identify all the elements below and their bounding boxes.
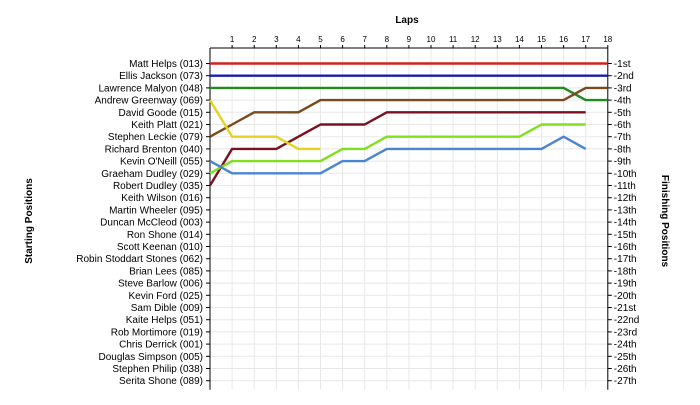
starting-position-label: Stephen Philip (038) (112, 364, 203, 375)
finishing-position-label: -19th (614, 279, 637, 290)
starting-position-label: Robert Dudley (035) (113, 181, 203, 192)
y-axis-title-left: Starting Positions (24, 178, 35, 264)
starting-position-label: Kaite Helps (051) (126, 315, 203, 326)
finishing-position-label: -17th (614, 254, 637, 265)
finishing-position-label: -14th (614, 218, 637, 229)
driver-position-line (210, 86, 608, 102)
starting-position-label: Kevin Ford (025) (129, 291, 203, 302)
driver-series-lines (208, 62, 608, 187)
starting-position-label: Keith Platt (021) (131, 120, 203, 131)
finishing-position-label: -11th (614, 181, 636, 192)
finishing-position-label: -1st (614, 59, 631, 70)
lap-tick-label: 12 (471, 35, 480, 44)
finishing-position-label: -22nd (614, 315, 640, 326)
finishing-position-label: -25th (614, 352, 637, 363)
lap-tick-label: 6 (340, 35, 345, 44)
finishing-position-label: -15th (614, 230, 637, 241)
starting-position-label: Douglas Simpson (005) (99, 352, 204, 363)
starting-position-label: Robin Stoddart Stones (062) (76, 254, 203, 265)
lap-tick-label: 13 (493, 35, 502, 44)
lap-tick-label: 2 (252, 35, 257, 44)
lap-tick-label: 15 (537, 35, 546, 44)
starting-position-label: Serita Shone (089) (119, 376, 203, 387)
starting-position-label: Keith Wilson (016) (121, 193, 203, 204)
starting-position-label: Scott Keenan (010) (117, 242, 203, 253)
y-axis-title-right: Finishing Positions (659, 175, 670, 268)
finishing-position-label: -20th (614, 291, 637, 302)
finishing-position-label: -16th (614, 242, 637, 253)
finishing-position-label: -9th (614, 157, 631, 168)
finishing-position-label: -24th (614, 340, 637, 351)
finishing-position-label: -18th (614, 266, 637, 277)
lap-tick-label: 8 (385, 35, 390, 44)
driver-position-line (209, 135, 587, 175)
driver-position-line (209, 86, 608, 138)
starting-position-label: Matt Helps (013) (129, 59, 203, 70)
starting-position-label: Richard Brenton (040) (105, 144, 203, 155)
lap-tick-label: 9 (407, 35, 412, 44)
lap-tick-label: 18 (603, 35, 612, 44)
finishing-position-label: -7th (614, 132, 631, 143)
finishing-position-label: -8th (614, 144, 631, 155)
finishing-position-label: -5th (614, 108, 631, 119)
starting-position-label: Lawrence Malyon (048) (99, 83, 204, 94)
starting-position-label: Sam Dible (009) (131, 303, 203, 314)
lap-tick-label: 4 (296, 35, 301, 44)
finishing-position-label: -21st (614, 303, 636, 314)
starting-position-label: Kevin O'Neill (055) (120, 157, 203, 168)
starting-position-label: Rob Mortimore (019) (111, 327, 203, 338)
starting-position-label: Graeham Dudley (029) (101, 169, 203, 180)
finishing-position-label: -3rd (614, 83, 632, 94)
lap-tick-label: 7 (362, 35, 367, 44)
starting-position-label: Ellis Jackson (073) (119, 71, 203, 82)
starting-position-label: Martin Wheeler (095) (109, 205, 203, 216)
finishing-position-label: -13th (614, 205, 637, 216)
finishing-position-label: -23rd (614, 327, 637, 338)
lap-tick-label: 1 (230, 35, 235, 44)
lap-tick-label: 17 (581, 35, 590, 44)
starting-position-label: David Goode (015) (119, 108, 204, 119)
plot-frame (206, 45, 612, 390)
lap-tick-label: 16 (559, 35, 568, 44)
finishing-position-label: -2nd (614, 71, 634, 82)
chart-title: Laps (395, 15, 419, 26)
starting-position-label: Andrew Greenway (069) (95, 96, 203, 107)
starting-position-label: Duncan McCleod (003) (100, 218, 203, 229)
finishing-position-labels: -1st-2nd-3rd -4th-5th-6th-7th-8th -9th-10t… (614, 59, 640, 387)
driver-position-line (208, 111, 586, 187)
driver-position-line (209, 123, 586, 175)
starting-position-label: Stephen Leckie (079) (108, 132, 203, 143)
lap-tick-label: 11 (449, 35, 458, 44)
lap-tick-label: 5 (318, 35, 323, 44)
finishing-position-label: -10th (614, 169, 637, 180)
starting-position-label: Brian Lees (085) (129, 266, 203, 277)
starting-position-label: Ron Shone (014) (127, 230, 203, 241)
lap-tick-label: 10 (427, 35, 436, 44)
starting-position-labels: Matt Helps (013)Ellis Jackson (073)Lawre… (76, 59, 203, 387)
finishing-position-label: -26th (614, 364, 637, 375)
finishing-position-label: -27th (614, 376, 637, 387)
driver-position-line (208, 99, 321, 151)
finishing-position-label: -6th (614, 120, 631, 131)
finishing-position-label: -4th (614, 96, 631, 107)
starting-position-label: Steve Barlow (006) (118, 279, 203, 290)
lap-tick-label: 14 (515, 35, 524, 44)
finishing-position-label: -12th (614, 193, 637, 204)
starting-position-label: Chris Derrick (001) (119, 340, 203, 351)
lap-tick-labels: 1 2 3 4 5 6 7 8 9 10 11 12 13 14 15 16 17 18 (230, 35, 613, 44)
lap-tick-label: 3 (274, 35, 279, 44)
